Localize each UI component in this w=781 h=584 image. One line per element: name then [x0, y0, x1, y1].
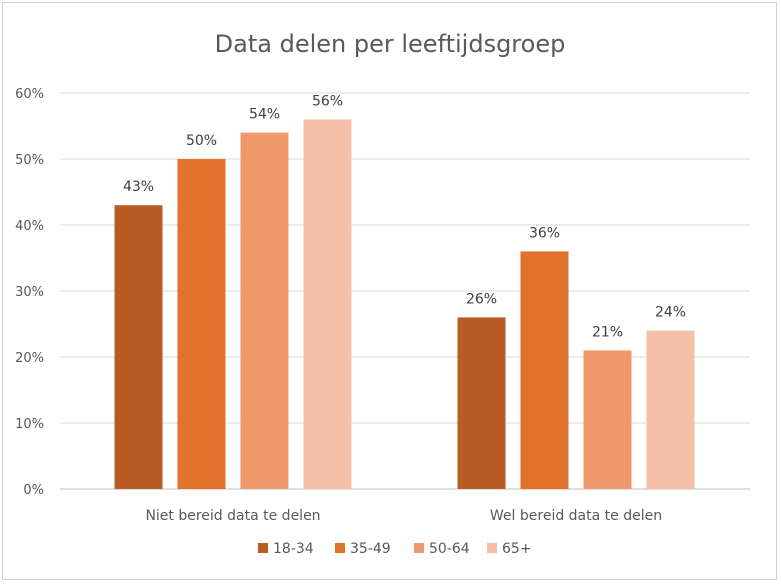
category-label: Wel bereid data te delen	[490, 508, 662, 524]
legend-label: 65+	[502, 541, 532, 557]
y-tick-label: 20%	[15, 351, 44, 366]
legend-item-50-64: 50-64	[414, 541, 470, 557]
bar-65+-wel	[646, 330, 695, 489]
data-label: 36%	[529, 225, 560, 241]
bar-50-64-niet	[240, 132, 289, 489]
data-label: 43%	[123, 179, 154, 195]
y-axis: 0% 10% 20% 30% 40% 50% 60%	[15, 87, 44, 498]
legend-item-35-49: 35-49	[335, 541, 391, 557]
legend-swatch	[335, 543, 345, 553]
x-axis: Niet bereid data te delen Wel bereid data…	[145, 508, 662, 524]
data-label: 56%	[312, 93, 343, 109]
legend-swatch	[414, 543, 424, 553]
data-labels: 43% 50% 54% 56% 26% 36% 21% 24%	[123, 93, 686, 340]
legend-label: 50-64	[429, 541, 470, 557]
legend-label: 18-34	[273, 541, 314, 557]
legend-swatch	[487, 543, 497, 553]
data-label: 50%	[186, 133, 217, 149]
bar-35-49-wel	[520, 251, 569, 489]
y-tick-label: 50%	[15, 153, 44, 168]
bar-65+-niet	[303, 119, 352, 490]
bar-35-49-niet	[177, 159, 226, 489]
category-label: Niet bereid data te delen	[145, 508, 320, 524]
legend-item-18-34: 18-34	[258, 541, 314, 557]
y-tick-label: 0%	[23, 483, 44, 498]
legend-item-65+: 65+	[487, 541, 532, 557]
legend-label: 35-49	[350, 541, 391, 557]
bar-18-34-niet	[114, 205, 163, 489]
chart-title: Data delen per leeftijdsgroep	[215, 30, 566, 58]
legend: 18-34 35-49 50-64 65+	[258, 541, 532, 557]
data-label: 21%	[592, 324, 623, 340]
bar-18-34-wel	[457, 317, 506, 489]
y-tick-label: 10%	[15, 417, 44, 432]
gridlines	[60, 92, 750, 490]
y-tick-label: 30%	[15, 285, 44, 300]
y-tick-label: 60%	[15, 87, 44, 102]
data-label: 54%	[249, 107, 280, 123]
data-label: 24%	[655, 305, 686, 321]
y-tick-label: 40%	[15, 219, 44, 234]
data-label: 26%	[466, 291, 497, 307]
legend-swatch	[258, 543, 268, 553]
bar-50-64-wel	[583, 350, 632, 489]
bars	[114, 119, 695, 490]
